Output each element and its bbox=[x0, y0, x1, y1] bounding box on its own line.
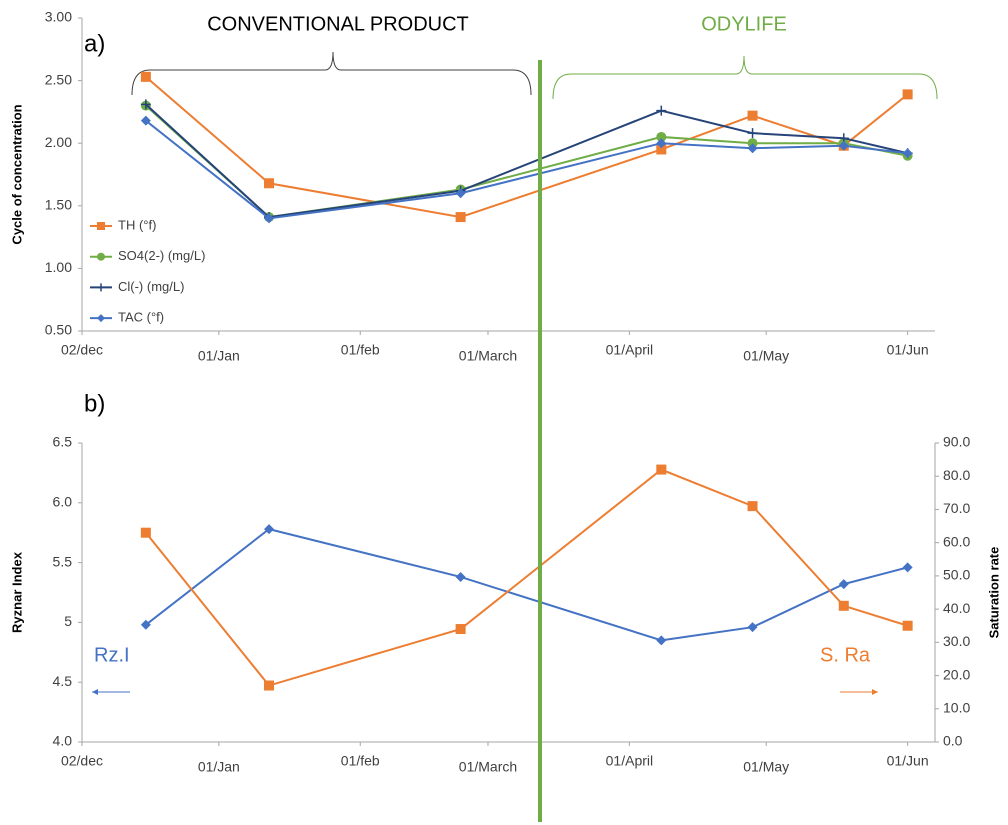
marker bbox=[140, 115, 151, 126]
marker bbox=[455, 212, 466, 223]
marker bbox=[264, 680, 275, 691]
marker bbox=[656, 131, 667, 142]
y2-tick-label: 60.0 bbox=[943, 533, 970, 549]
y-tick-label: 6.0 bbox=[53, 494, 73, 510]
marker bbox=[656, 105, 667, 116]
x-tick-label: 01/feb bbox=[341, 342, 380, 358]
marker bbox=[140, 527, 151, 538]
y2-tick-label: 0.0 bbox=[943, 733, 963, 749]
y-tick-label: 1.00 bbox=[45, 259, 72, 275]
series-annotation: Rz.I bbox=[94, 644, 130, 666]
marker bbox=[747, 138, 758, 149]
marker bbox=[747, 110, 758, 121]
legend-marker bbox=[97, 222, 105, 230]
x-tick-label: 01/March bbox=[459, 348, 517, 364]
legend-marker bbox=[97, 283, 105, 292]
marker bbox=[747, 128, 758, 139]
marker bbox=[656, 464, 667, 475]
series-line bbox=[145, 104, 908, 219]
legend-label: TAC (°f) bbox=[118, 310, 164, 325]
marker bbox=[902, 89, 913, 100]
y-tick-label: 3.00 bbox=[45, 9, 72, 25]
marker bbox=[747, 143, 758, 154]
legend-label: TH (°f) bbox=[118, 217, 156, 232]
marker bbox=[264, 213, 275, 224]
marker bbox=[902, 148, 913, 159]
brace bbox=[131, 51, 532, 96]
legend-marker bbox=[97, 314, 105, 323]
panel-label: b) bbox=[84, 390, 105, 417]
y2-tick-label: 70.0 bbox=[943, 500, 970, 516]
marker bbox=[838, 579, 849, 590]
y2-tick-label: 40.0 bbox=[943, 600, 970, 616]
y2-tick-label: 80.0 bbox=[943, 467, 970, 483]
series-annotation: S. Ra bbox=[820, 644, 871, 666]
y-tick-label: 6.5 bbox=[53, 434, 73, 450]
y2-axis-label: Saturation rate bbox=[986, 547, 1001, 639]
x-tick-label: 01/April bbox=[606, 753, 653, 769]
x-tick-label: 02/dec bbox=[61, 342, 103, 358]
y-axis-label: Ryznar Index bbox=[9, 551, 24, 633]
legend-label: Cl(-) (mg/L) bbox=[118, 279, 184, 294]
series-line bbox=[145, 103, 908, 219]
x-tick-label: 01/Jan bbox=[198, 348, 240, 364]
marker bbox=[838, 600, 849, 611]
x-tick-label: 02/dec bbox=[61, 753, 103, 769]
marker bbox=[140, 71, 151, 82]
marker bbox=[455, 188, 466, 199]
y2-tick-label: 90.0 bbox=[943, 434, 970, 450]
marker bbox=[747, 622, 758, 633]
marker bbox=[656, 138, 667, 149]
panel-label: a) bbox=[84, 30, 105, 57]
x-tick-label: 01/May bbox=[743, 348, 789, 364]
y-tick-label: 4.0 bbox=[53, 733, 73, 749]
y-axis-label: Cycle of concentration bbox=[9, 104, 24, 244]
arrowhead bbox=[92, 689, 98, 695]
marker bbox=[264, 524, 275, 535]
series-line bbox=[145, 528, 908, 642]
marker bbox=[902, 620, 913, 631]
x-tick-label: 01/feb bbox=[341, 753, 380, 769]
marker bbox=[455, 571, 466, 582]
brace bbox=[552, 55, 938, 100]
x-tick-label: 01/April bbox=[606, 342, 653, 358]
x-tick-label: 01/March bbox=[459, 759, 517, 775]
y-tick-label: 5 bbox=[64, 613, 72, 629]
marker bbox=[656, 635, 667, 646]
marker bbox=[838, 140, 849, 151]
y2-tick-label: 20.0 bbox=[943, 666, 970, 682]
marker bbox=[656, 144, 667, 155]
legend-marker bbox=[97, 252, 105, 261]
x-tick-label: 01/Jun bbox=[887, 753, 929, 769]
y-tick-label: 2.50 bbox=[45, 71, 72, 87]
y2-tick-label: 30.0 bbox=[943, 633, 970, 649]
marker bbox=[455, 624, 466, 635]
annotation: CONVENTIONAL PRODUCT bbox=[207, 13, 469, 35]
series-line bbox=[145, 468, 908, 687]
y2-tick-label: 10.0 bbox=[943, 699, 970, 715]
y-tick-label: 0.50 bbox=[45, 322, 72, 338]
marker bbox=[140, 99, 151, 110]
legend-label: SO4(2-) (mg/L) bbox=[118, 248, 205, 263]
marker bbox=[902, 562, 913, 573]
marker bbox=[140, 619, 151, 630]
y-tick-label: 1.50 bbox=[45, 197, 72, 213]
y-tick-label: 5.5 bbox=[53, 553, 73, 569]
marker bbox=[747, 501, 758, 512]
y-tick-label: 2.00 bbox=[45, 134, 72, 150]
annotation: ODYLIFE bbox=[701, 13, 787, 35]
x-tick-label: 01/Jun bbox=[887, 342, 929, 358]
y2-tick-label: 50.0 bbox=[943, 567, 970, 583]
marker bbox=[264, 178, 275, 189]
x-tick-label: 01/Jan bbox=[198, 759, 240, 775]
arrowhead bbox=[872, 689, 878, 695]
x-tick-label: 01/May bbox=[743, 759, 789, 775]
y-tick-label: 4.5 bbox=[53, 673, 73, 689]
